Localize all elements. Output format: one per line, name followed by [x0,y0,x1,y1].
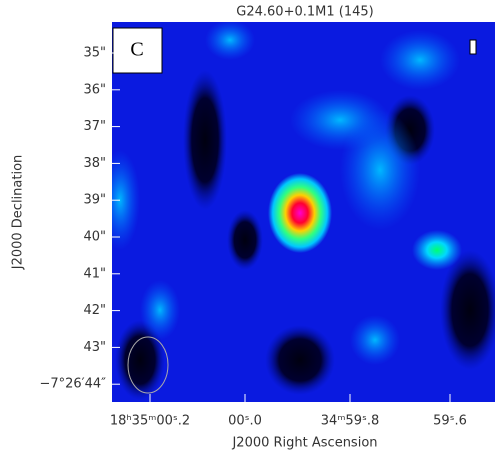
y-tick-label: 36" [83,82,106,97]
panel-label: C [130,39,143,61]
panel-box [112,27,163,74]
marker [469,39,477,55]
y-tick-label: 35" [83,46,106,61]
x-tick-label: 18ʰ35ᵐ00ˢ.2 [110,414,190,429]
intensity-map [112,22,495,402]
x-axis-label: J2000 Right Ascension [231,436,377,451]
y-tick-label: −7°26′44″ [39,377,106,392]
x-tick-label: 59ˢ.6 [433,414,467,429]
y-tick-label: 38" [83,156,106,171]
y-axis-label: J2000 Declination [11,155,26,271]
y-tick-label: 37" [83,119,106,134]
y-tick-label: 41" [83,266,106,281]
title: G24.60+0.1M1 (145) [236,5,373,20]
y-tick-label: 39" [83,193,106,208]
y-tick-label: 43" [83,340,106,355]
y-tick-label: 40" [83,230,106,245]
y-tick-label: 42" [83,303,106,318]
x-tick-label: 34ᵐ59ˢ.8 [321,414,379,429]
x-tick-label: 00ˢ.0 [228,414,262,429]
beam [127,336,169,394]
ticks: 18ʰ35ᵐ00ˢ.2 00ˢ.0 34ᵐ59ˢ.8 59ˢ.6 35" 36" 37" 38… [39,46,466,429]
